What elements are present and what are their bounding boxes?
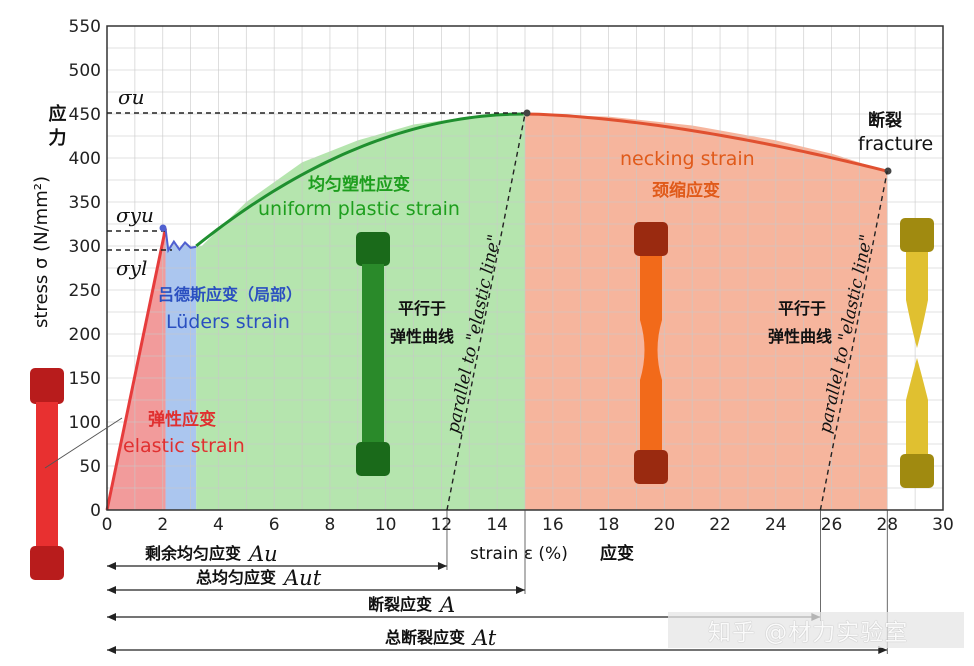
y-axis-label-cn: 应力: [46, 103, 67, 152]
uniform-label-cn: 均匀塑性应变: [308, 174, 410, 195]
x-tick-label: 22: [709, 515, 731, 535]
y-tick-label: 250: [69, 281, 101, 301]
fracture-label: fracture: [858, 133, 933, 155]
x-tick-label: 2: [157, 515, 168, 535]
necking-label-cn: 颈缩应变: [652, 180, 720, 201]
sigma-u-label: σu: [118, 85, 145, 109]
y-tick-label: 0: [90, 501, 101, 521]
fracture-point: [884, 167, 892, 175]
x-tick-label: 24: [765, 515, 787, 535]
ultimate-point: [523, 109, 531, 117]
x-tick-label: 10: [375, 515, 397, 535]
y-tick-label: 400: [69, 149, 101, 169]
y-tick-label: 300: [69, 237, 101, 257]
dimension-label-cn: 剩余均匀应变: [145, 544, 241, 563]
watermark: 知乎 @材力实验室: [708, 620, 909, 646]
x-tick-label: 18: [598, 515, 620, 535]
region-luders: [165, 228, 197, 510]
dimension-symbol: Aut: [282, 566, 322, 590]
luders-label: Lüders strain: [166, 311, 290, 333]
y-tick-label: 100: [69, 413, 101, 433]
x-tick-label: 26: [821, 515, 843, 535]
specimen-uniform-icon: [356, 232, 390, 476]
dimension-label-cn: 总断裂应变: [385, 628, 465, 647]
y-tick-label: 450: [69, 105, 101, 125]
dimension-arrow-left: [107, 586, 116, 594]
specimen-elastic-icon: [30, 368, 64, 580]
dimension-arrow-left: [107, 562, 116, 570]
uniform-label: uniform plastic strain: [258, 198, 460, 220]
y-tick-label: 500: [69, 61, 101, 81]
y-tick-label: 550: [69, 17, 101, 37]
curve-elastic: [105, 228, 167, 511]
y-axis-label: stress σ (N/mm²): [31, 176, 52, 328]
parallel-label-cn-1b: 弹性曲线: [390, 327, 454, 346]
parallel-line: [446, 113, 526, 511]
x-tick-label: 8: [325, 515, 336, 535]
dimension-symbol: Au: [247, 542, 278, 566]
luders-label-cn: 吕德斯应变（局部）: [158, 285, 302, 304]
x-axis-label: strain ε (%): [470, 544, 568, 564]
dimension-symbol: A: [438, 593, 455, 617]
dimension-arrow-left: [107, 646, 116, 654]
x-tick-label: 12: [431, 515, 453, 535]
x-tick-label: 30: [932, 515, 954, 535]
x-tick-label: 14: [486, 515, 508, 535]
dimension-arrow-right: [437, 562, 447, 570]
dimension-arrow-left: [107, 613, 116, 621]
parallel-label-cn-2a: 平行于: [778, 299, 826, 318]
y-tick-label: 200: [69, 325, 101, 345]
upper-yield-point: [159, 224, 167, 232]
x-tick-label: 6: [269, 515, 280, 535]
parallel-elastic-lines: [446, 113, 888, 511]
watermark-background: [668, 612, 964, 648]
curve-luders: [164, 228, 197, 254]
sigma-yu-label: σyu: [116, 203, 154, 227]
y-tick-label: 50: [79, 457, 101, 477]
dimension-symbol: At: [471, 626, 497, 650]
curve-necking: [524, 112, 888, 173]
necking-label: necking strain: [620, 148, 755, 170]
dimension-arrow-right: [878, 646, 888, 654]
parallel-label-cn-1a: 平行于: [398, 299, 446, 318]
x-tick-label: 20: [654, 515, 676, 535]
parallel-line: [819, 171, 888, 511]
x-axis-label-cn: 应变: [600, 543, 634, 564]
specimen-fracture-icon: [900, 218, 934, 488]
strain-dimension-arrows: 剩余均匀应变 Au 总均匀应变 Aut 断裂应变 A 总断裂应变 At: [107, 510, 888, 654]
fracture-label-cn: 断裂: [868, 110, 902, 131]
dimension-label-cn: 断裂应变: [368, 595, 432, 614]
elastic-leader-line: [44, 417, 123, 469]
y-tick-labels: 0 50 100 150 200 250 300 350 400 450 500 550: [69, 17, 101, 521]
y-tick-label: 350: [69, 193, 101, 213]
x-tick-label: 4: [213, 515, 224, 535]
elastic-label: elastic strain: [123, 435, 245, 457]
curve-uniform: [195, 112, 524, 248]
x-tick-label: 0: [102, 515, 113, 535]
y-tick-label: 150: [69, 369, 101, 389]
specimen-necking-icon: [634, 222, 668, 484]
dimension-label-cn: 总均匀应变: [196, 568, 276, 587]
stress-strain-curve: [105, 112, 888, 511]
x-tick-label: 16: [542, 515, 564, 535]
sigma-yl-label: σyl: [116, 256, 147, 280]
elastic-label-cn: 弹性应变: [148, 409, 216, 430]
parallel-label-cn-2b: 弹性曲线: [768, 327, 832, 346]
dimension-arrow-right: [516, 586, 525, 594]
